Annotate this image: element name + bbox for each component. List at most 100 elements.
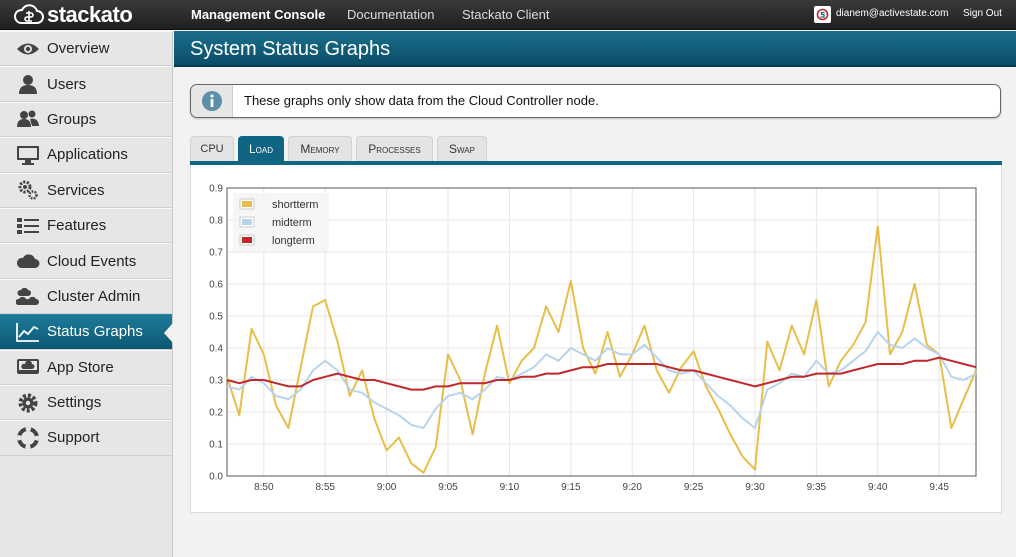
tab-cpu[interactable]: CPU	[190, 136, 234, 161]
user-email[interactable]: dianem@activestate.com	[836, 8, 949, 19]
eye-icon	[15, 38, 41, 60]
y-tick-label: 0.8	[209, 216, 223, 227]
sidebar-item-applications[interactable]: Applications	[0, 137, 172, 173]
sidebar: Overview Users Groups Applications Servi…	[0, 31, 173, 557]
tab-label: Swap	[449, 142, 475, 156]
sidebar-item-features[interactable]: Features	[0, 207, 172, 244]
tab-swap[interactable]: Swap	[437, 136, 487, 161]
series-line-shortterm	[226, 225, 977, 474]
sidebar-item-app-store[interactable]: App Store	[0, 349, 172, 385]
cluster-icon	[15, 285, 41, 307]
sidebar-item-label: Support	[47, 429, 100, 447]
tab-load[interactable]: Load	[238, 136, 284, 161]
chart-series	[226, 225, 977, 474]
nav-documentation[interactable]: Documentation	[347, 7, 435, 22]
cloud-icon	[15, 250, 41, 272]
sidebar-item-label: Groups	[47, 110, 97, 128]
group-icon	[15, 108, 41, 130]
sidebar-item-overview[interactable]: Overview	[0, 31, 172, 67]
y-tick-label: 0.2	[209, 408, 223, 419]
tab-label: Memory	[300, 142, 340, 156]
x-tick-label: 9:15	[561, 482, 581, 493]
avatar-icon	[815, 7, 830, 22]
gears-icon	[15, 179, 41, 201]
legend-label-shortterm: shortterm	[272, 199, 318, 211]
sidebar-item-support[interactable]: Support	[0, 420, 172, 456]
y-tick-label: 0.7	[209, 248, 223, 259]
tab-memory[interactable]: Memory	[288, 136, 352, 161]
legend-swatch-midterm	[242, 219, 252, 225]
sidebar-item-groups[interactable]: Groups	[0, 101, 172, 138]
info-alert: These graphs only show data from the Clo…	[190, 84, 1001, 118]
legend-swatch-shortterm	[242, 201, 252, 207]
info-text: These graphs only show data from the Clo…	[244, 93, 599, 108]
sign-out-link[interactable]: Sign Out	[963, 8, 1002, 19]
page-title: System Status Graphs	[190, 38, 391, 60]
load-chart-panel: 0.0 0.1 0.2 0.3 0.4 0.5 0.6 0.7 0.8 0.9 8:50 8:55 9…	[190, 165, 1002, 513]
x-tick-label: 9:35	[807, 482, 827, 493]
sidebar-item-cluster-admin[interactable]: Cluster Admin	[0, 278, 172, 315]
x-tick-label: 9:25	[684, 482, 704, 493]
tab-label: CPU	[200, 143, 224, 155]
monitor-icon	[15, 144, 41, 166]
logo-text: stackato	[47, 2, 133, 27]
x-tick-label: 9:45	[929, 482, 949, 493]
x-tick-label: 9:40	[868, 482, 888, 493]
sidebar-item-label: Services	[47, 181, 105, 199]
chart-icon	[15, 321, 41, 343]
y-tick-label: 0.6	[209, 280, 223, 291]
y-tick-label: 0.0	[209, 472, 223, 483]
load-chart: 0.0 0.1 0.2 0.3 0.4 0.5 0.6 0.7 0.8 0.9 8:50 8:55 9…	[209, 184, 977, 493]
sidebar-item-users[interactable]: Users	[0, 66, 172, 102]
user-icon	[15, 73, 41, 95]
stackato-logo[interactable]: stackato	[14, 2, 133, 27]
sidebar-item-cloud-events[interactable]: Cloud Events	[0, 243, 172, 279]
sidebar-item-status-graphs[interactable]: Status Graphs	[0, 314, 173, 350]
x-tick-label: 9:30	[745, 482, 765, 493]
x-tick-label: 9:05	[438, 482, 458, 493]
user-avatar[interactable]	[814, 6, 831, 23]
cloud-logo-icon	[14, 4, 44, 24]
gear-icon	[15, 392, 41, 414]
info-icon	[201, 91, 222, 111]
tab-processes[interactable]: Processes	[356, 136, 433, 161]
tab-underline	[190, 161, 1002, 165]
sidebar-item-label: Features	[47, 217, 107, 235]
sidebar-item-label: App Store	[47, 358, 114, 376]
y-tick-label: 0.5	[209, 312, 223, 323]
chart-legend: shortterm midterm longterm	[233, 193, 329, 251]
series-line-midterm	[226, 331, 977, 429]
page-header: System Status Graphs	[174, 31, 1016, 67]
lifebuoy-icon	[15, 426, 41, 449]
list-icon	[15, 215, 41, 237]
legend-label-longterm: longterm	[272, 235, 315, 247]
top-bar: stackato Management Console Documentatio…	[0, 0, 1016, 30]
x-tick-label: 9:00	[377, 482, 397, 493]
sidebar-item-label: Users	[47, 75, 87, 93]
x-tick-label: 8:55	[315, 482, 335, 493]
sidebar-item-label: Settings	[47, 394, 102, 412]
legend-swatch-longterm	[242, 237, 252, 243]
tab-label: Processes	[368, 142, 421, 156]
x-tick-label: 9:10	[500, 482, 520, 493]
series-line-longterm	[226, 356, 977, 391]
x-axis-ticks: 8:50 8:55 9:00 9:05 9:10 9:15 9:20 9:25 9:30 9:35…	[254, 482, 949, 493]
y-axis-ticks: 0.0 0.1 0.2 0.3 0.4 0.5 0.6 0.7 0.8 0.9	[209, 184, 223, 483]
info-icon-container	[191, 85, 233, 117]
x-tick-label: 8:50	[254, 482, 274, 493]
sidebar-item-label: Cloud Events	[47, 252, 137, 270]
y-tick-label: 0.3	[209, 376, 223, 387]
x-tick-label: 9:20	[622, 482, 642, 493]
plot-area	[226, 187, 977, 477]
y-tick-label: 0.4	[209, 344, 223, 355]
chart-grid	[227, 187, 976, 477]
nav-management-console[interactable]: Management Console	[191, 7, 326, 22]
store-icon	[15, 356, 41, 378]
sidebar-item-label: Applications	[47, 146, 128, 164]
y-tick-label: 0.1	[209, 440, 223, 451]
nav-stackato-client[interactable]: Stackato Client	[462, 7, 550, 22]
sidebar-item-services[interactable]: Services	[0, 172, 172, 208]
sidebar-item-settings[interactable]: Settings	[0, 384, 172, 421]
sidebar-item-label: Status Graphs	[47, 323, 143, 341]
tab-label: Load	[248, 142, 273, 156]
